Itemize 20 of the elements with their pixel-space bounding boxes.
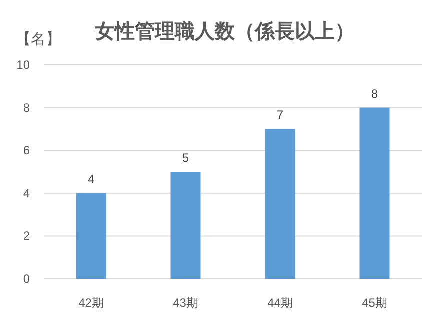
y-tick-label: 6	[23, 144, 30, 158]
y-tick-label: 8	[23, 100, 30, 115]
x-tick-label: 44期	[268, 296, 293, 310]
bar	[360, 108, 390, 279]
bar	[76, 193, 106, 279]
y-tick-label: 0	[23, 272, 30, 286]
data-label: 7	[276, 108, 284, 122]
bar	[265, 129, 296, 279]
x-tick-label: 45期	[362, 296, 388, 310]
data-label: 5	[182, 151, 190, 165]
y-tick-label: 10	[16, 58, 30, 72]
bar	[170, 172, 201, 279]
chart-title: 女性管理職人数（係長以上）	[94, 20, 355, 43]
y-tick-label: 2	[23, 229, 30, 244]
y-tick-label: 4	[23, 186, 30, 200]
x-tick-label: 42期	[78, 296, 104, 310]
y-axis-title: 【名】	[16, 31, 61, 48]
data-label: 8	[371, 86, 378, 101]
data-label: 4	[88, 172, 95, 186]
x-tick-label: 43期	[173, 296, 198, 310]
